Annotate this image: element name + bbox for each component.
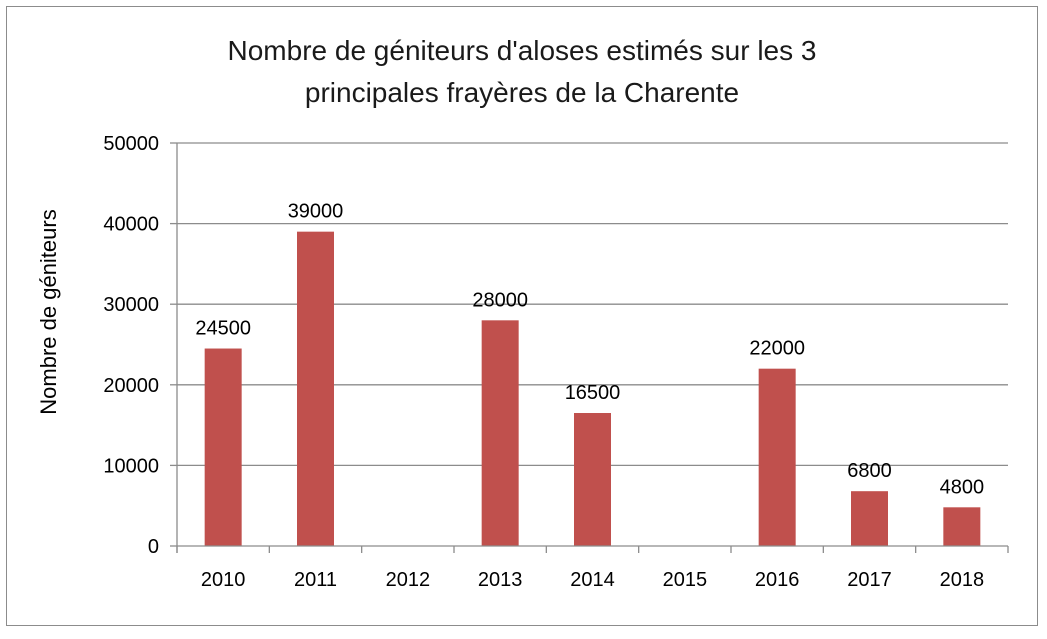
chart-title-line-1: Nombre de géniteurs d'aloses estimés sur… — [227, 35, 817, 66]
data-label: 4800 — [940, 476, 985, 498]
data-label: 22000 — [749, 338, 805, 360]
bar — [851, 491, 888, 546]
bar — [574, 413, 611, 546]
bar — [943, 507, 981, 546]
x-tick-label: 2011 — [294, 569, 337, 591]
x-tick-label: 2016 — [755, 569, 800, 591]
data-label: 39000 — [288, 201, 344, 223]
y-tick-label: 10000 — [103, 455, 159, 477]
x-tick-label: 2013 — [478, 569, 523, 591]
bars — [204, 231, 981, 546]
bar — [758, 368, 796, 546]
x-tick-label: 2015 — [663, 569, 708, 591]
x-tick-label: 2010 — [201, 569, 246, 591]
data-label: 6800 — [847, 460, 892, 482]
labels: 0 10000 20000 30000 40000 50000 24500 2010 39000… — [103, 133, 984, 591]
bar — [297, 231, 334, 546]
bar — [481, 320, 519, 546]
y-tick-label: 0 — [148, 536, 159, 558]
y-tick-label: 50000 — [103, 133, 159, 155]
y-axis-title: Nombre de géniteurs — [36, 209, 61, 414]
x-tick-label: 2018 — [940, 569, 985, 591]
axes — [170, 142, 1009, 553]
data-label: 28000 — [472, 289, 528, 311]
chart-title: Nombre de géniteurs d'aloses estimés sur… — [6, 30, 1038, 114]
bar — [204, 348, 242, 546]
chart-title-line-2: principales frayères de la Charente — [304, 77, 740, 108]
data-label: 24500 — [195, 318, 251, 340]
x-tick-label: 2012 — [386, 569, 431, 591]
y-tick-label: 20000 — [103, 375, 159, 397]
y-tick-label: 30000 — [103, 294, 159, 316]
x-tick-label: 2014 — [570, 569, 615, 591]
y-tick-label: 40000 — [103, 214, 159, 236]
x-tick-label: 2017 — [847, 569, 892, 591]
data-label: 16500 — [565, 382, 621, 404]
